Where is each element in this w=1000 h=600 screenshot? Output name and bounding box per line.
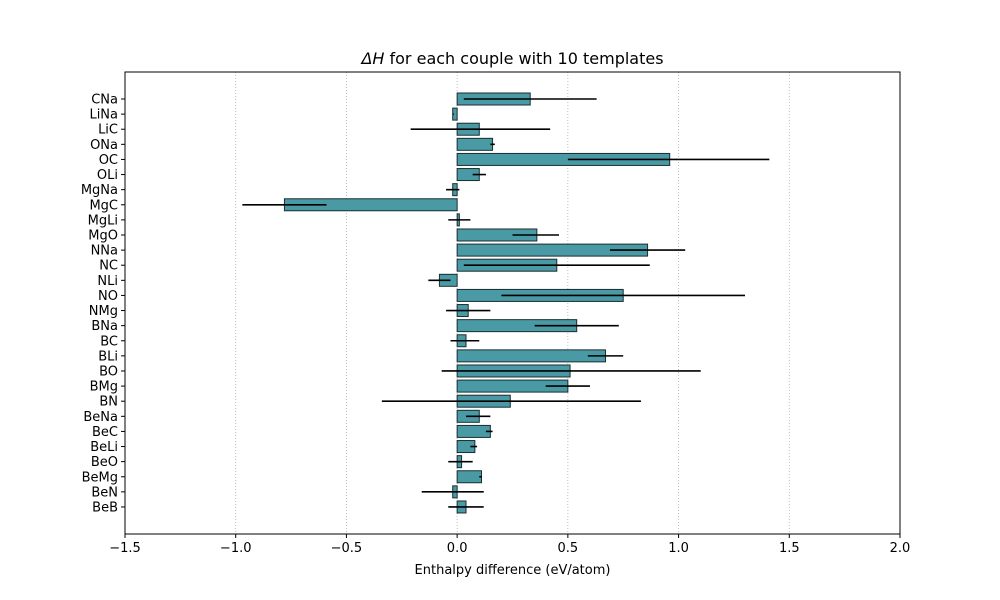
x-tick-label: 0.5 xyxy=(558,541,579,556)
category-label: BeB xyxy=(92,500,118,515)
bar-ONa xyxy=(456,137,494,151)
chart-title: ΔH for each couple with 10 templates xyxy=(359,49,663,68)
category-label: BeLi xyxy=(90,440,118,455)
bar-BeC xyxy=(456,424,491,438)
category-label: BLi xyxy=(98,349,118,364)
error-bars xyxy=(242,98,770,508)
category-label: NO xyxy=(98,289,118,304)
bar-BLi xyxy=(456,349,606,363)
category-label: LiC xyxy=(98,123,118,138)
category-label: BeO xyxy=(91,455,118,470)
x-tick-label: 1.0 xyxy=(668,541,689,556)
category-label: BeMg xyxy=(82,470,118,485)
category-label: BeN xyxy=(91,485,118,500)
category-label: CNa xyxy=(91,93,118,108)
x-tick-label: −1.0 xyxy=(220,541,252,556)
x-axis-ticks: −1.5 −1.0 −0.5 0.0 0.5 1.0 1.5 2.0 xyxy=(109,534,910,556)
category-label: NNa xyxy=(91,244,118,259)
category-label: MgNa xyxy=(81,183,118,198)
grid-lines xyxy=(124,72,901,534)
category-label: BeNa xyxy=(83,410,118,425)
category-label: MgO xyxy=(88,228,118,243)
x-tick-label: 0.0 xyxy=(447,541,468,556)
category-label: OC xyxy=(99,153,118,168)
category-label: ONa xyxy=(90,138,118,153)
x-tick-label: 1.5 xyxy=(779,541,800,556)
category-label: BN xyxy=(99,395,118,410)
chart-title-symbol: ΔH xyxy=(359,49,384,68)
bar-BeMg xyxy=(456,470,482,484)
x-tick-label: −0.5 xyxy=(331,541,363,556)
category-label: BC xyxy=(100,334,118,349)
category-label: BeC xyxy=(92,425,118,440)
category-label: BNa xyxy=(91,319,118,334)
category-label: BO xyxy=(99,364,118,379)
category-label: OLi xyxy=(97,168,118,183)
x-tick-label: 2.0 xyxy=(890,541,911,556)
x-axis-label: Enthalpy difference (eV/atom) xyxy=(415,563,611,578)
x-tick-label: −1.5 xyxy=(109,541,141,556)
category-label: LiNa xyxy=(89,108,118,123)
y-axis-ticks: CNaLiNaLiCONaOCOLiMgNaMgCMgLiMgONNaNCNLi… xyxy=(81,93,125,515)
category-label: MgC xyxy=(89,198,118,213)
chart-title-text: for each couple with 10 templates xyxy=(384,49,663,68)
plot-frame xyxy=(124,71,901,535)
category-label: NLi xyxy=(97,274,118,289)
bars xyxy=(283,92,671,514)
category-label: NC xyxy=(99,259,118,274)
category-label: BMg xyxy=(90,380,118,395)
category-label: NMg xyxy=(89,304,118,319)
category-label: MgLi xyxy=(88,213,118,228)
